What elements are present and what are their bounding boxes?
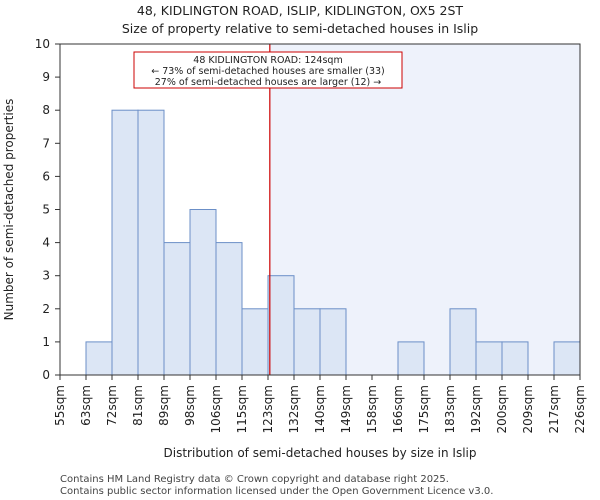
x-tick-label: 209sqm [521, 385, 535, 433]
x-tick-label: 81sqm [131, 385, 145, 426]
bar-89sqm [163, 242, 191, 376]
chart-title: 48, KIDLINGTON ROAD, ISLIP, KIDLINGTON, … [137, 3, 464, 18]
annotation-line-1: 48 KIDLINGTON ROAD: 124sqm [193, 55, 342, 66]
annotation-box: 48 KIDLINGTON ROAD: 124sqm ← 73% of semi… [133, 51, 403, 89]
footer-line-1: Contains HM Land Registry data © Crown c… [60, 474, 449, 485]
bar-106sqm [215, 242, 243, 376]
x-tick-label: 175sqm [417, 385, 431, 433]
x-tick-label: 55sqm [53, 385, 67, 426]
annotation-line-3: 27% of semi-detached houses are larger (… [155, 77, 382, 88]
bar-123sqm [267, 275, 295, 376]
x-tick-label: 98sqm [183, 385, 197, 426]
y-axis-label: Number of semi-detached properties [2, 99, 16, 321]
bar-115sqm [241, 308, 269, 376]
x-tick-label: 63sqm [79, 385, 93, 426]
x-tick-label: 217sqm [547, 385, 561, 433]
bar-140sqm [319, 308, 347, 376]
x-tick-label: 123sqm [261, 385, 275, 433]
bar-183sqm [449, 308, 477, 376]
y-tick-label: 1 [42, 335, 50, 349]
x-tick-label: 183sqm [443, 385, 457, 433]
bar-217sqm [553, 341, 581, 376]
y-tick-label: 2 [42, 302, 50, 316]
x-tick-label: 106sqm [209, 385, 223, 433]
y-tick-label: 0 [42, 368, 50, 382]
y-tick-label: 5 [42, 203, 50, 217]
bar-200sqm [501, 341, 529, 376]
bar-63sqm [85, 341, 113, 376]
x-tick-label: 72sqm [105, 385, 119, 426]
bar-132sqm [293, 308, 321, 376]
x-tick-label: 226sqm [573, 385, 587, 433]
y-tick-label: 10 [35, 37, 50, 51]
y-tick-label: 6 [42, 169, 50, 183]
x-tick-label: 132sqm [287, 385, 301, 433]
x-tick-label: 192sqm [469, 385, 483, 433]
y-tick-label: 8 [42, 103, 50, 117]
x-tick-label: 115sqm [235, 385, 249, 433]
bar-72sqm [111, 109, 139, 376]
x-tick-label: 149sqm [339, 385, 353, 433]
bar-166sqm [397, 341, 425, 376]
bar-192sqm [475, 341, 503, 376]
footer-line-2: Contains public sector information licen… [60, 486, 493, 497]
bars-group [85, 109, 581, 376]
bar-98sqm [189, 209, 217, 376]
y-tick-label: 3 [42, 269, 50, 283]
y-tick-label: 4 [42, 236, 50, 250]
annotation-frame [133, 51, 403, 89]
y-axis-ticks: 0 1 2 3 4 5 6 7 8 9 10 [35, 37, 60, 382]
y-tick-label: 7 [42, 136, 50, 150]
x-tick-label: 200sqm [495, 385, 509, 433]
x-axis-label: Distribution of semi-detached houses by … [164, 446, 477, 460]
x-tick-label: 166sqm [391, 385, 405, 433]
chart-subtitle: Size of property relative to semi-detach… [122, 21, 478, 36]
x-tick-label: 89sqm [157, 385, 171, 426]
x-tick-label: 158sqm [365, 385, 379, 433]
y-tick-label: 9 [42, 70, 50, 84]
annotation-line-2: ← 73% of semi-detached houses are smalle… [151, 66, 385, 77]
bar-81sqm [137, 109, 165, 376]
x-axis-ticks: 55sqm 63sqm 72sqm 81sqm 89sqm 98sqm 106sqm 115s… [53, 375, 587, 433]
x-tick-label: 140sqm [313, 385, 327, 433]
